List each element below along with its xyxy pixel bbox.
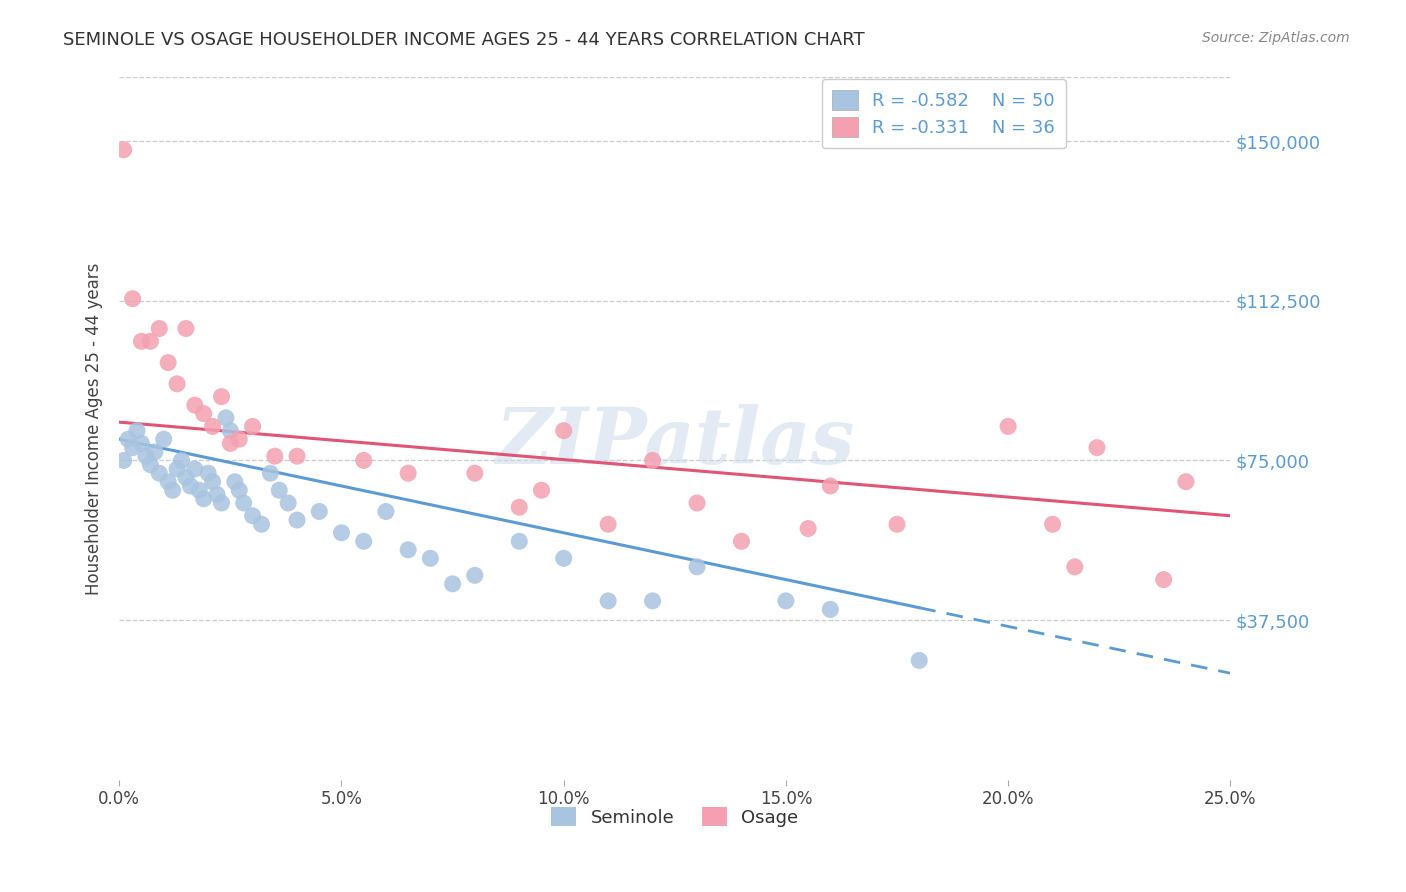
Point <box>157 355 180 369</box>
Point <box>908 653 931 667</box>
Y-axis label: Householder Income Ages 25 - 44 years: Householder Income Ages 25 - 44 years <box>86 262 103 595</box>
Point <box>553 551 575 566</box>
Point <box>464 467 486 481</box>
Point <box>464 568 486 582</box>
Point <box>263 449 285 463</box>
Point <box>353 453 375 467</box>
Point <box>686 496 709 510</box>
Point <box>188 483 211 498</box>
Point <box>508 500 530 515</box>
Point <box>131 436 153 450</box>
Point <box>641 594 664 608</box>
Text: ZIPatlas: ZIPatlas <box>495 404 855 481</box>
Point <box>228 483 250 498</box>
Point <box>219 424 242 438</box>
Point <box>308 504 330 518</box>
Point <box>775 594 797 608</box>
Point <box>121 441 143 455</box>
Point <box>143 445 166 459</box>
Point <box>820 479 842 493</box>
Point <box>112 453 135 467</box>
Point <box>1063 559 1085 574</box>
Point <box>250 517 273 532</box>
Point <box>135 449 157 463</box>
Point <box>396 467 419 481</box>
Point <box>139 334 162 349</box>
Point <box>211 496 233 510</box>
Text: Source: ZipAtlas.com: Source: ZipAtlas.com <box>1202 31 1350 45</box>
Point <box>215 410 238 425</box>
Point <box>285 449 308 463</box>
Point <box>224 475 246 489</box>
Point <box>197 467 219 481</box>
Point <box>201 475 224 489</box>
Point <box>162 483 184 498</box>
Point <box>269 483 291 498</box>
Point <box>170 453 193 467</box>
Point <box>374 504 396 518</box>
Point <box>193 407 215 421</box>
Point <box>441 577 464 591</box>
Point <box>139 458 162 472</box>
Point <box>166 462 188 476</box>
Point <box>997 419 1019 434</box>
Point <box>820 602 842 616</box>
Point <box>211 390 233 404</box>
Point <box>1085 441 1108 455</box>
Point <box>205 487 228 501</box>
Point <box>184 462 207 476</box>
Point <box>174 470 197 484</box>
Point <box>121 292 143 306</box>
Point <box>641 453 664 467</box>
Point <box>232 496 254 510</box>
Point <box>242 508 264 523</box>
Point <box>598 517 620 532</box>
Text: SEMINOLE VS OSAGE HOUSEHOLDER INCOME AGES 25 - 44 YEARS CORRELATION CHART: SEMINOLE VS OSAGE HOUSEHOLDER INCOME AGE… <box>63 31 865 49</box>
Point <box>330 525 353 540</box>
Point <box>285 513 308 527</box>
Point <box>353 534 375 549</box>
Point <box>152 432 174 446</box>
Point <box>148 321 170 335</box>
Point <box>730 534 752 549</box>
Point <box>396 542 419 557</box>
Point <box>598 594 620 608</box>
Point <box>1153 573 1175 587</box>
Point <box>112 143 135 157</box>
Point <box>1042 517 1064 532</box>
Point <box>157 475 180 489</box>
Point <box>242 419 264 434</box>
Point <box>219 436 242 450</box>
Point <box>166 376 188 391</box>
Point <box>174 321 197 335</box>
Point <box>201 419 224 434</box>
Point <box>530 483 553 498</box>
Point <box>553 424 575 438</box>
Point <box>277 496 299 510</box>
Point <box>886 517 908 532</box>
Point <box>193 491 215 506</box>
Point <box>148 467 170 481</box>
Point <box>259 467 281 481</box>
Point <box>1174 475 1197 489</box>
Point <box>179 479 201 493</box>
Point <box>125 424 148 438</box>
Point <box>686 559 709 574</box>
Point <box>508 534 530 549</box>
Point <box>184 398 207 412</box>
Point <box>228 432 250 446</box>
Point <box>131 334 153 349</box>
Point <box>419 551 441 566</box>
Point <box>797 522 820 536</box>
Legend: Seminole, Osage: Seminole, Osage <box>544 800 806 834</box>
Point <box>117 432 139 446</box>
